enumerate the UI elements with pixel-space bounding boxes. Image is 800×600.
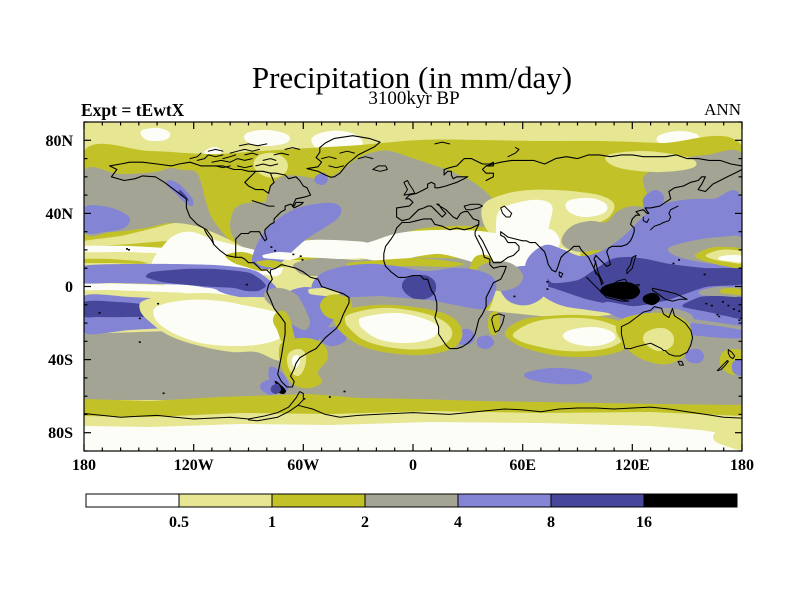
svg-text:60W: 60W: [287, 457, 319, 474]
svg-text:180: 180: [730, 457, 754, 474]
svg-text:120W: 120W: [174, 457, 214, 474]
svg-text:1: 1: [268, 514, 276, 531]
svg-text:120E: 120E: [615, 457, 650, 474]
svg-text:Expt = tEwtX: Expt = tEwtX: [81, 100, 185, 120]
svg-text:80N: 80N: [45, 133, 73, 150]
svg-text:180: 180: [72, 457, 96, 474]
svg-text:40N: 40N: [45, 206, 73, 223]
svg-text:8: 8: [547, 514, 555, 531]
svg-text:0: 0: [409, 457, 417, 474]
svg-text:60E: 60E: [509, 457, 536, 474]
svg-text:ANN: ANN: [704, 100, 741, 119]
svg-text:4: 4: [454, 514, 462, 531]
svg-text:80S: 80S: [48, 425, 73, 442]
svg-text:Precipitation (in mm/day): Precipitation (in mm/day): [252, 60, 572, 95]
svg-text:0: 0: [65, 279, 73, 296]
svg-text:2: 2: [361, 514, 369, 531]
svg-text:0.5: 0.5: [169, 514, 189, 531]
svg-text:16: 16: [636, 514, 652, 531]
svg-text:3100kyr BP: 3100kyr BP: [368, 88, 459, 109]
svg-text:40S: 40S: [48, 352, 73, 369]
